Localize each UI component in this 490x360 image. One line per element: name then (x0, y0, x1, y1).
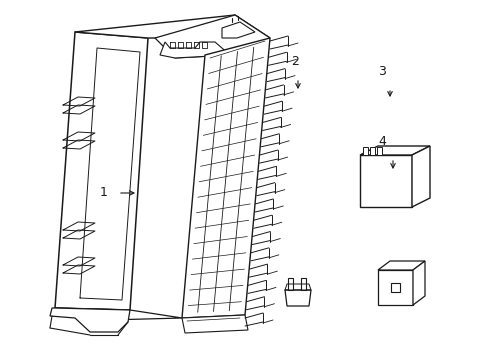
Polygon shape (413, 261, 425, 305)
Polygon shape (75, 15, 270, 38)
Polygon shape (222, 22, 255, 38)
Polygon shape (360, 146, 430, 155)
Polygon shape (363, 147, 368, 155)
Polygon shape (182, 315, 248, 333)
Polygon shape (412, 146, 430, 207)
Text: 2: 2 (291, 55, 299, 68)
Polygon shape (155, 15, 270, 58)
Polygon shape (160, 42, 230, 58)
Text: 1: 1 (100, 186, 108, 199)
Polygon shape (391, 283, 400, 292)
Polygon shape (370, 147, 375, 155)
Polygon shape (377, 147, 382, 155)
Polygon shape (360, 155, 412, 207)
Polygon shape (55, 32, 148, 310)
Polygon shape (50, 308, 130, 332)
Text: 4: 4 (378, 135, 386, 148)
Polygon shape (378, 270, 413, 305)
Polygon shape (378, 261, 425, 270)
Polygon shape (182, 38, 270, 318)
Text: 3: 3 (378, 65, 386, 78)
Polygon shape (55, 308, 182, 320)
Polygon shape (285, 290, 311, 306)
Polygon shape (301, 278, 306, 290)
Polygon shape (288, 278, 293, 290)
